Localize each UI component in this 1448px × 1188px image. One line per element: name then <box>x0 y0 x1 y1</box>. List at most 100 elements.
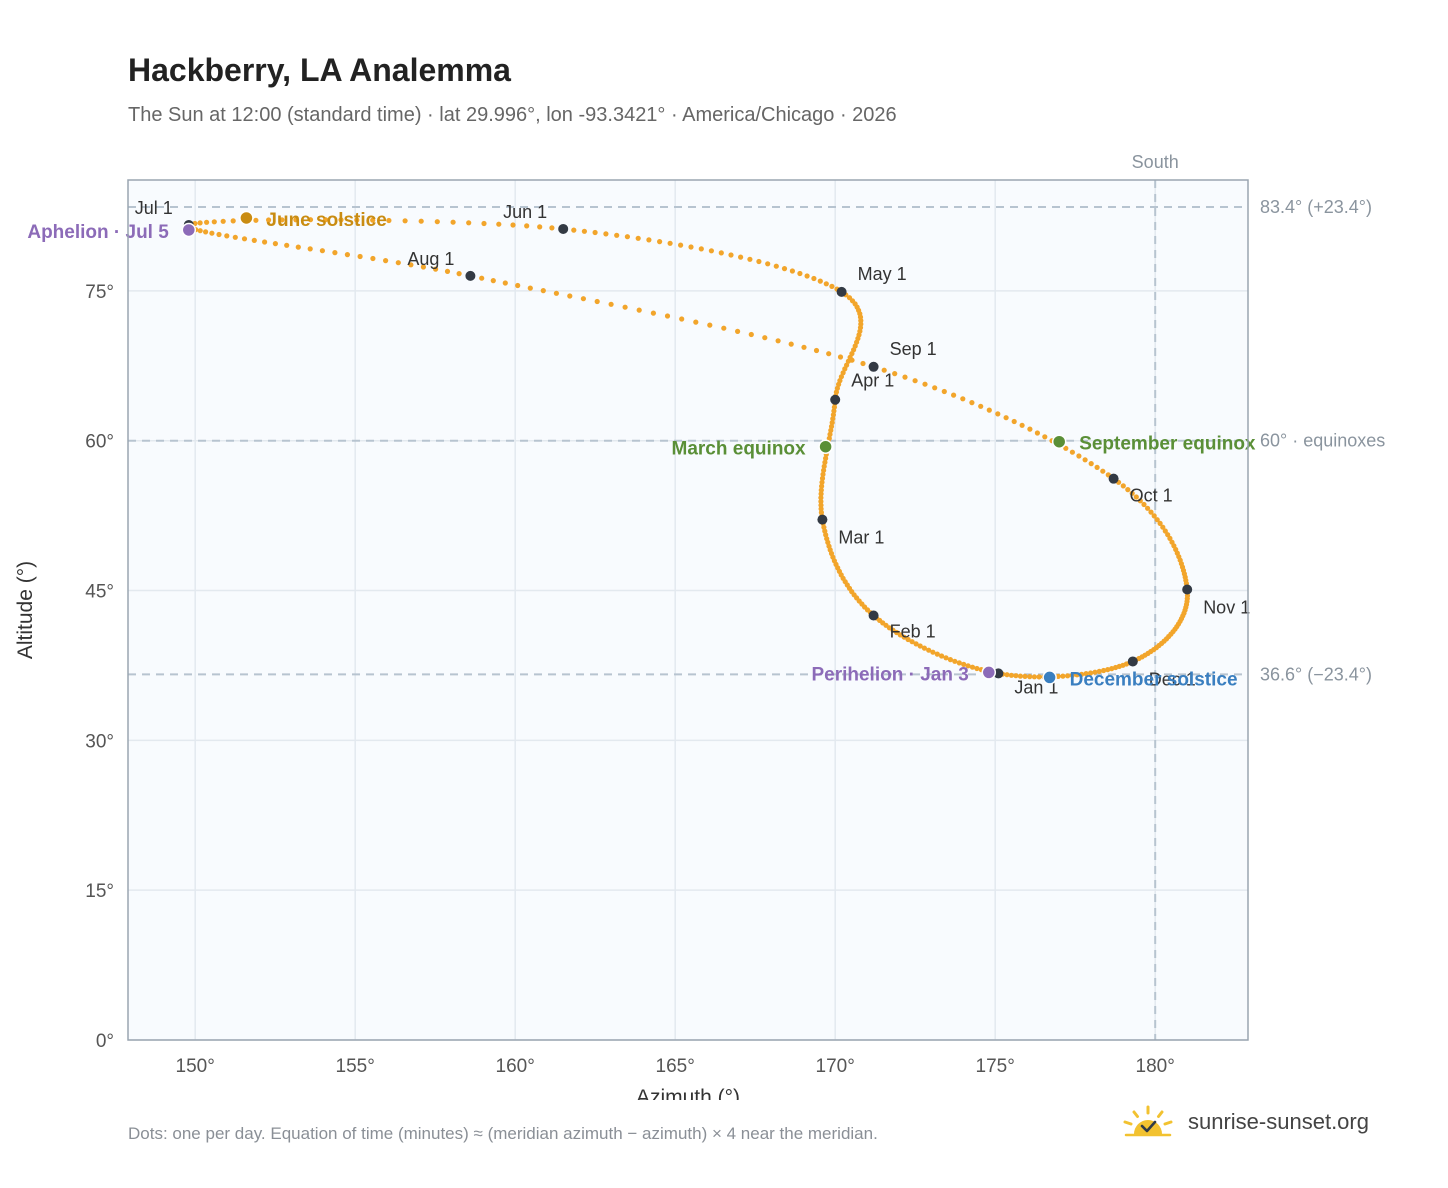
daily-dot <box>490 278 496 284</box>
daily-dot <box>197 228 203 234</box>
daily-dot <box>818 495 824 501</box>
daily-dot <box>323 217 329 223</box>
daily-dot <box>344 252 350 258</box>
daily-dot <box>307 217 314 223</box>
daily-dot <box>960 396 966 402</box>
daily-dot <box>211 219 217 225</box>
daily-dot <box>969 664 976 670</box>
daily-dot <box>515 282 521 289</box>
month-label: May 1 <box>858 264 907 284</box>
y-tick-label: 0° <box>96 1031 114 1052</box>
daily-dot <box>232 234 238 240</box>
daily-dot <box>820 471 826 477</box>
daily-dot <box>1125 487 1131 493</box>
daily-dot <box>901 634 907 640</box>
daily-dot <box>537 224 543 230</box>
daily-dot <box>307 246 313 252</box>
daily-dot <box>860 360 866 367</box>
daily-dot <box>1022 673 1028 680</box>
daily-dot <box>818 502 824 508</box>
daily-dot <box>834 385 841 391</box>
event-marker <box>818 439 833 454</box>
month-label: Jul 1 <box>135 198 173 218</box>
daily-dot <box>395 260 401 266</box>
daily-dot <box>912 378 918 384</box>
daily-dot <box>241 236 248 242</box>
event-marker <box>239 210 254 226</box>
daily-dot <box>450 219 456 225</box>
daily-dot <box>295 244 301 250</box>
daily-dot <box>571 227 577 233</box>
daily-dot <box>197 220 203 226</box>
daily-dot <box>978 403 984 409</box>
event-label: December solstice <box>1070 669 1238 690</box>
daily-dot <box>664 313 671 319</box>
daily-dot <box>502 280 508 286</box>
daily-dot <box>828 427 834 433</box>
event-marker <box>181 222 197 238</box>
daily-dot <box>220 218 226 224</box>
event-label: September equinox <box>1079 434 1256 455</box>
daily-dot <box>823 455 829 461</box>
event-label: June solstice <box>266 210 386 231</box>
daily-dot <box>909 639 915 645</box>
daily-dot <box>667 240 673 246</box>
daily-dot <box>846 295 853 301</box>
daily-dot <box>524 223 530 229</box>
daily-dot <box>819 475 826 481</box>
event-marker <box>981 665 997 680</box>
daily-dot <box>1013 673 1019 679</box>
daily-dot <box>434 219 440 225</box>
daily-dot <box>969 400 975 406</box>
daily-dot <box>818 498 824 505</box>
daily-dot <box>817 278 823 284</box>
daily-dot <box>1105 667 1111 673</box>
daily-dot <box>1019 422 1025 428</box>
daily-dot <box>251 237 257 243</box>
daily-dot <box>788 341 794 347</box>
reference-lines: South 83.4° (+23.4°) 60° · equinoxes 36.6° … <box>128 152 1385 1040</box>
daily-dot <box>279 217 285 223</box>
x-tick-label: 180° <box>1136 1056 1175 1077</box>
daily-dot <box>952 658 958 664</box>
month-marker <box>558 223 569 234</box>
brand[interactable]: sunrise-sunset.org <box>1120 1104 1369 1140</box>
daily-dot <box>481 220 487 227</box>
daily-dot <box>319 248 325 254</box>
daily-dot <box>510 222 516 228</box>
daily-dot <box>567 293 573 299</box>
month-label: Sep 1 <box>890 339 937 359</box>
daily-dot <box>357 253 363 260</box>
daily-dot <box>1004 672 1010 678</box>
daily-dot <box>881 367 887 373</box>
daily-dot <box>905 636 911 643</box>
daily-dot <box>592 229 598 236</box>
daily-dot <box>781 266 788 272</box>
daily-dot <box>1011 418 1017 425</box>
daily-dot <box>811 275 817 282</box>
daily-dot <box>693 319 699 325</box>
daily-dot <box>1069 672 1075 678</box>
daily-dot <box>1079 671 1085 677</box>
month-marker <box>1108 473 1119 484</box>
daily-dot <box>1055 673 1061 680</box>
daily-dot <box>830 416 836 422</box>
daily-dot <box>849 357 855 363</box>
daily-dot <box>932 385 938 391</box>
daily-dot <box>818 506 824 512</box>
month-label: Aug 1 <box>407 249 454 269</box>
daily-dot <box>456 271 462 277</box>
daily-dot <box>892 371 898 377</box>
daily-dot <box>1060 673 1066 679</box>
chart-subtitle: The Sun at 12:00 (standard time) · lat 2… <box>128 104 897 126</box>
daily-dot <box>819 483 825 489</box>
daily-dot <box>1003 415 1009 421</box>
daily-dot <box>581 228 588 234</box>
month-label: Feb 1 <box>890 621 936 641</box>
month-marker <box>836 286 847 297</box>
daily-dot <box>840 370 846 376</box>
x-tick-label: 175° <box>976 1056 1015 1077</box>
daily-dot <box>738 254 744 260</box>
altitude-reference-label: 36.6° (−23.4°) <box>1260 664 1372 684</box>
daily-dot <box>1082 457 1088 463</box>
